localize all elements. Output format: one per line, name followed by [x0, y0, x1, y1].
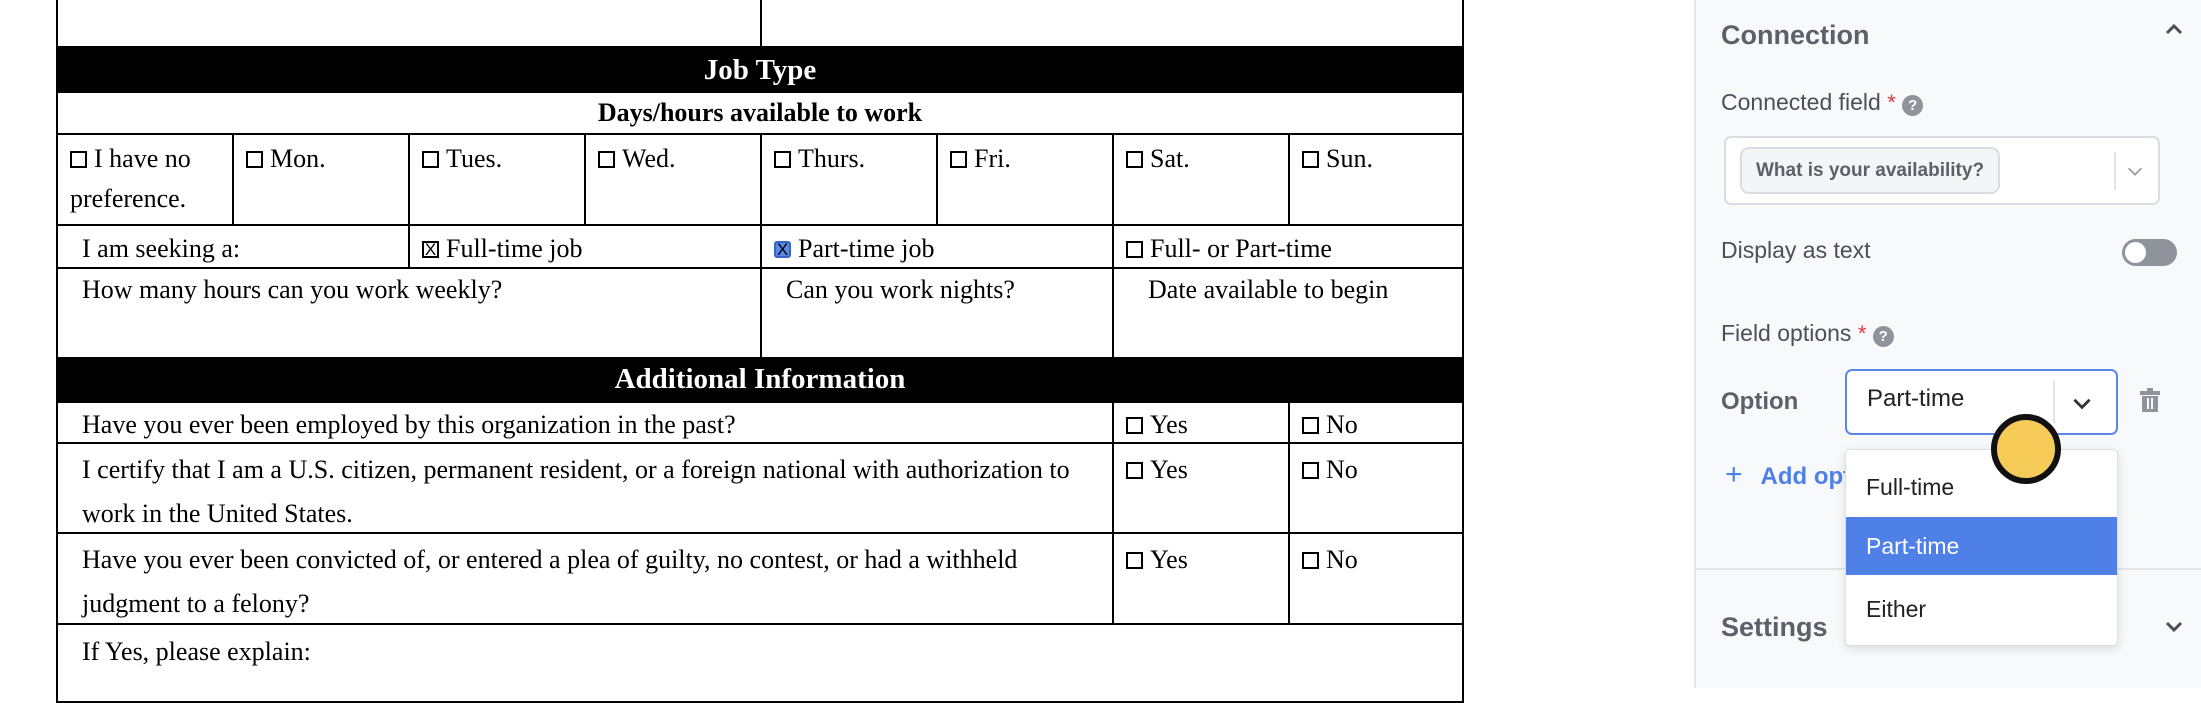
plus-icon: + — [1725, 458, 1743, 491]
option-dropdown-menu: Full-time Part-time Either — [1845, 449, 2118, 646]
dropdown-item-part-time-selected[interactable]: Part-time — [1846, 517, 2117, 575]
seeking-either[interactable]: Full- or Part-time — [1112, 224, 1464, 269]
chevron-down-icon[interactable] — [2069, 390, 2095, 421]
day-option[interactable]: Tues. — [408, 133, 586, 226]
option-label: Option — [1721, 388, 1799, 415]
select-divider — [2053, 381, 2055, 423]
display-as-text-label: Display as text — [1721, 237, 1871, 263]
date-question[interactable]: Date available to begin — [1112, 267, 1464, 359]
chevron-down-icon[interactable] — [2162, 614, 2186, 643]
display-as-text-toggle[interactable] — [2122, 239, 2177, 266]
help-icon[interactable]: ? — [1902, 95, 1924, 116]
yes-option[interactable]: Yes — [1112, 532, 1290, 625]
connected-field-label: Connected field * ? — [1721, 89, 1924, 116]
hours-question[interactable]: How many hours can you work weekly? — [56, 267, 762, 359]
checkbox-icon[interactable] — [1302, 417, 1319, 434]
explain-field[interactable]: If Yes, please explain: — [56, 623, 1464, 703]
day-option[interactable]: Sun. — [1288, 133, 1464, 226]
checkbox-icon[interactable] — [1302, 552, 1319, 569]
checkbox-icon[interactable] — [950, 151, 967, 168]
mouse-cursor-indicator — [1991, 414, 2061, 484]
day-option[interactable]: Mon. — [232, 133, 410, 226]
job-type-header: Job Type — [56, 48, 1464, 93]
option-select-value: Part-time — [1867, 385, 1965, 412]
checkbox-icon[interactable] — [1302, 151, 1319, 168]
no-option[interactable]: No — [1288, 532, 1464, 625]
field-options-label: Field options * ? — [1721, 320, 1894, 347]
connected-field-select[interactable]: What is your availability? — [1724, 136, 2160, 205]
help-icon[interactable]: ? — [1872, 326, 1894, 347]
checkbox-icon[interactable] — [1126, 241, 1143, 258]
question-text: Have you ever been employed by this orga… — [56, 401, 1114, 446]
dropdown-item-either[interactable]: Either — [1866, 596, 1927, 622]
seeking-part-time[interactable]: Part-time job — [760, 224, 1114, 269]
day-option[interactable]: I have no preference. — [56, 133, 234, 226]
chevron-up-icon[interactable] — [2162, 18, 2186, 49]
seeking-full-time[interactable]: Full-time job — [408, 224, 762, 269]
checkbox-icon[interactable] — [598, 151, 615, 168]
checkbox-icon[interactable] — [422, 151, 439, 168]
settings-title: Settings — [1721, 612, 1828, 642]
trash-icon[interactable] — [2139, 388, 2161, 417]
checkbox-icon[interactable] — [1126, 417, 1143, 434]
option-select[interactable]: Part-time — [1845, 369, 2118, 435]
form-cell-top-left — [56, 0, 762, 48]
form-cell-top-right — [760, 0, 1464, 48]
nights-question[interactable]: Can you work nights? — [760, 267, 1114, 359]
day-option[interactable]: Wed. — [584, 133, 762, 226]
checkbox-icon[interactable] — [1126, 462, 1143, 479]
day-option[interactable]: Sat. — [1112, 133, 1290, 226]
checkbox-icon[interactable] — [1126, 151, 1143, 168]
connection-title: Connection — [1721, 20, 1870, 50]
yes-option[interactable]: Yes — [1112, 401, 1290, 446]
application-form-page: Job Type Days/hours available to work I … — [0, 0, 1694, 688]
select-divider — [2114, 152, 2116, 190]
dropdown-item-full-time[interactable]: Full-time — [1866, 474, 1955, 500]
properties-panel: Connection Connected field * ? What is y… — [1694, 0, 2201, 688]
chevron-down-icon[interactable] — [2124, 160, 2146, 187]
seeking-label: I am seeking a: — [56, 224, 410, 269]
checkbox-icon[interactable] — [70, 151, 87, 168]
toggle-knob — [2125, 242, 2146, 263]
checkbox-icon[interactable] — [774, 151, 791, 168]
question-text: I certify that I am a U.S. citizen, perm… — [56, 442, 1114, 534]
no-option[interactable]: No — [1288, 401, 1464, 446]
yes-option[interactable]: Yes — [1112, 442, 1290, 534]
checkbox-icon[interactable] — [246, 151, 263, 168]
checkbox-checked-icon[interactable] — [422, 241, 439, 258]
day-option[interactable]: Thurs. — [760, 133, 938, 226]
checkbox-icon[interactable] — [1302, 462, 1319, 479]
days-header: Days/hours available to work — [56, 91, 1464, 135]
additional-info-header: Additional Information — [56, 357, 1464, 403]
no-option[interactable]: No — [1288, 442, 1464, 534]
checkbox-checked-highlighted-icon[interactable] — [774, 241, 791, 258]
question-text: Have you ever been convicted of, or ente… — [56, 532, 1114, 625]
day-option[interactable]: Fri. — [936, 133, 1114, 226]
checkbox-icon[interactable] — [1126, 552, 1143, 569]
connected-field-chip: What is your availability? — [1740, 147, 2001, 194]
